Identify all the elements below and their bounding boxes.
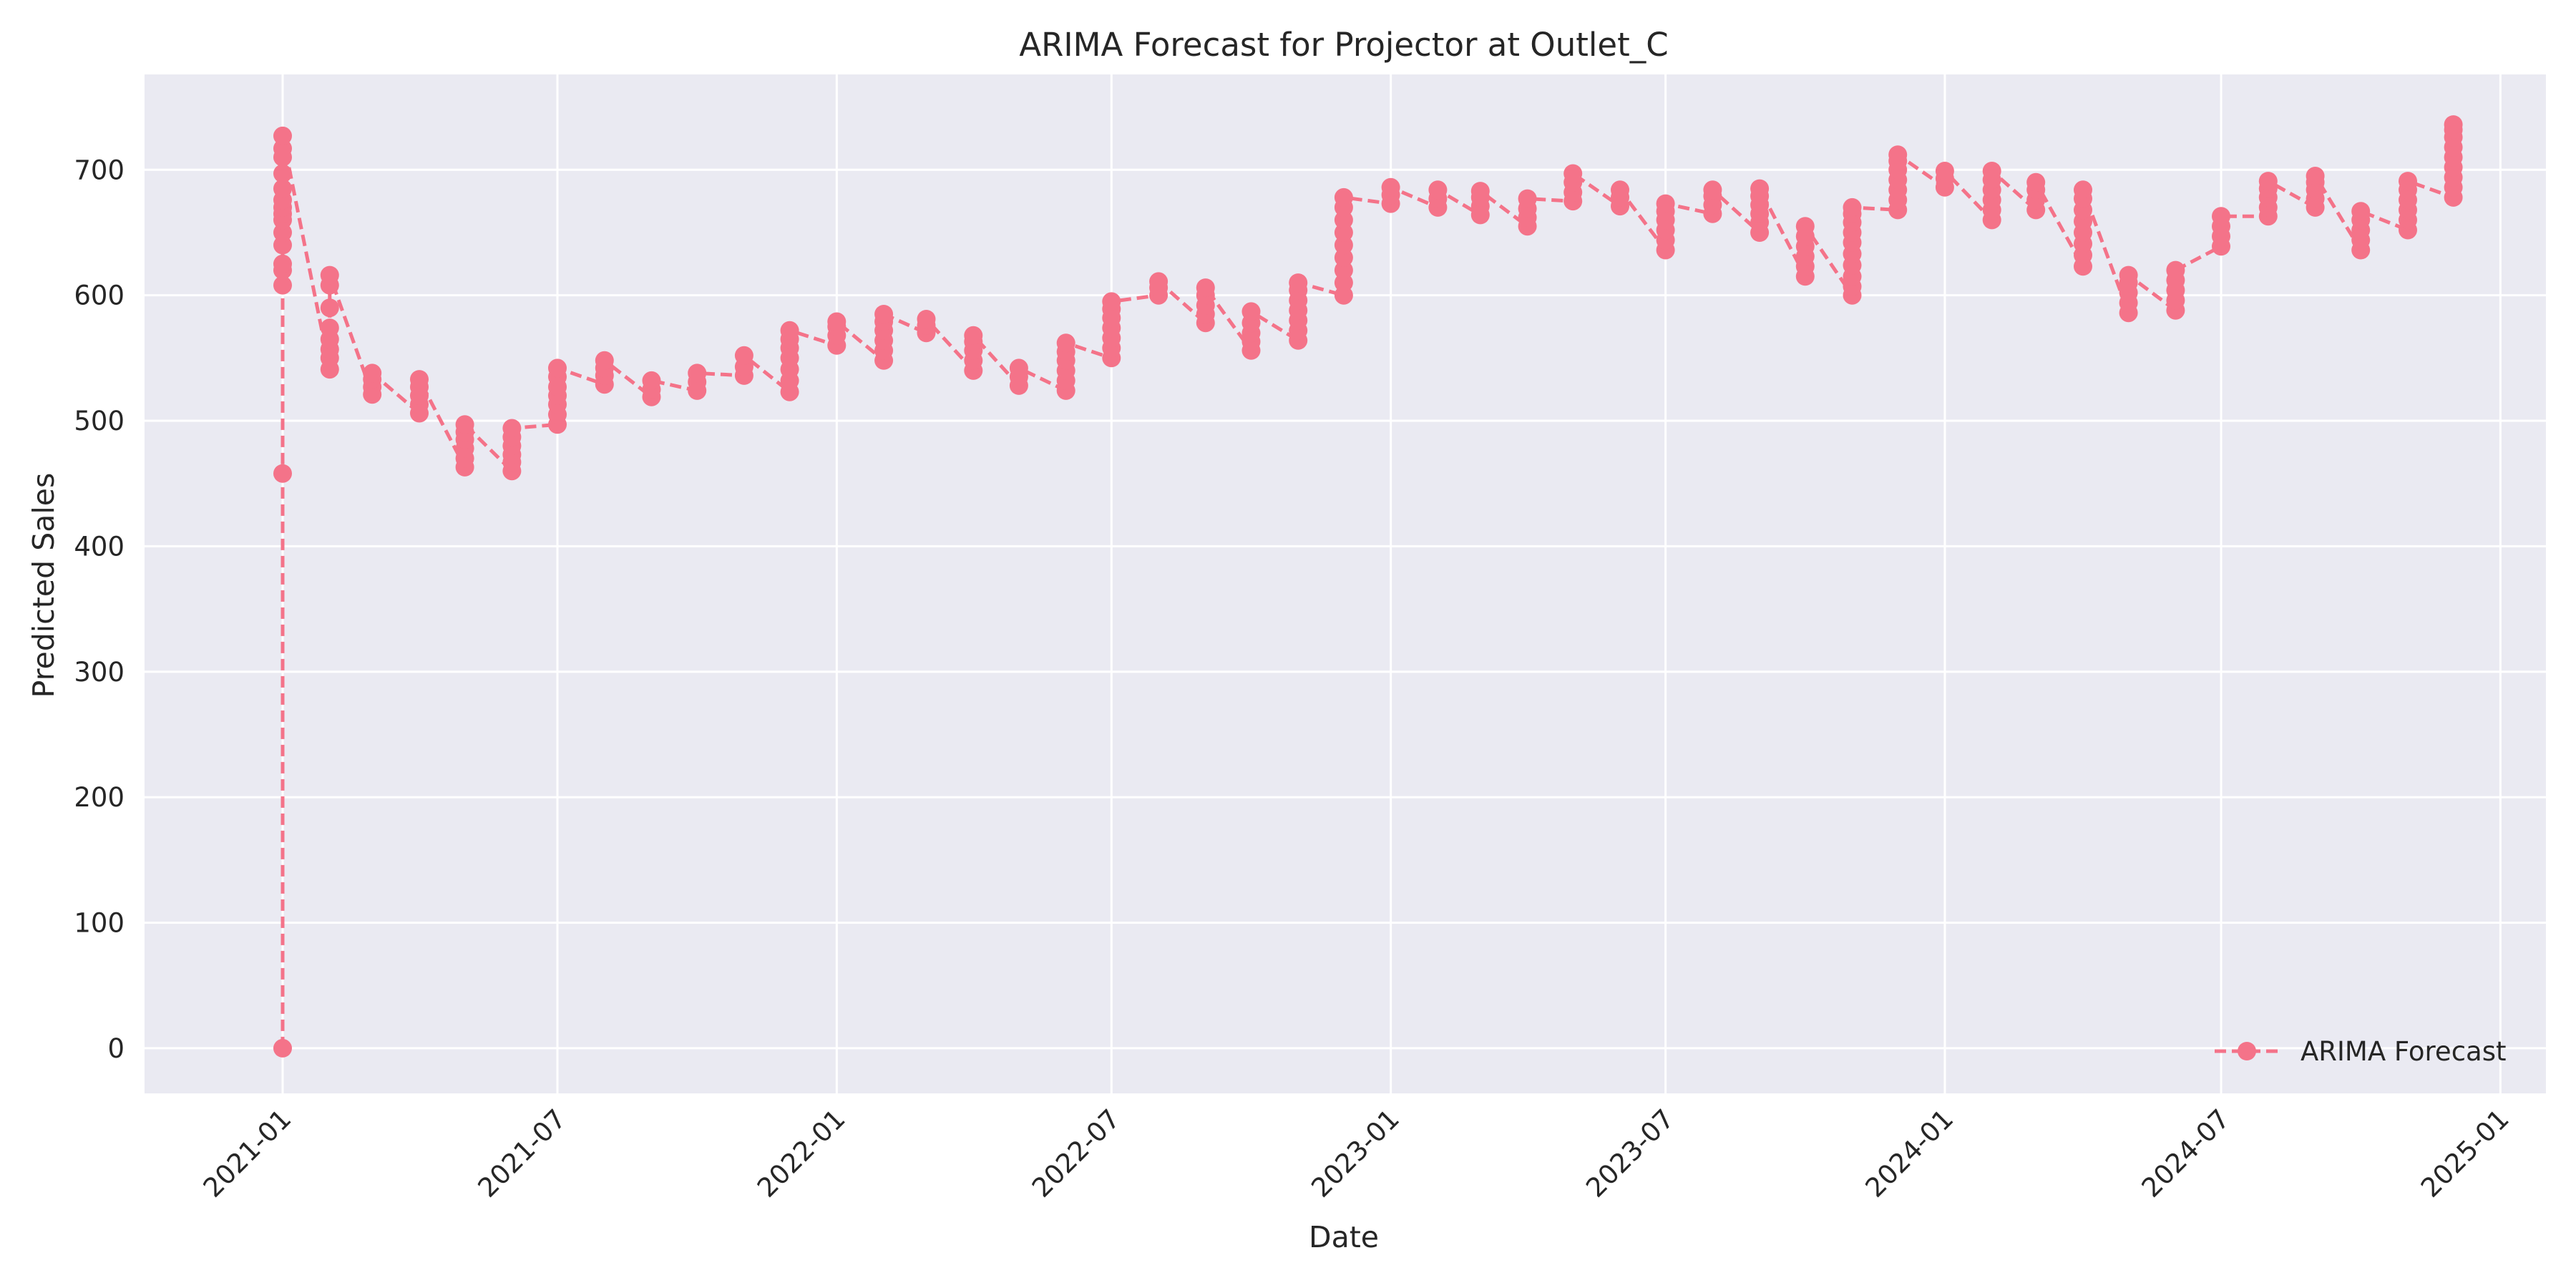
data-point [827,312,847,331]
data-point [273,126,292,145]
data-point [964,326,983,345]
data-point [1470,182,1490,201]
y-tick-label: 400 [74,531,125,562]
data-point [1102,292,1121,311]
data-point [642,371,661,390]
data-point [2399,172,2417,191]
data-point [1795,217,1815,236]
data-point [1428,180,1448,200]
data-point [273,254,292,273]
data-point [502,419,522,438]
x-tick-label: 2021-07 [472,1103,572,1204]
data-point [1334,187,1353,207]
data-point [2258,172,2278,191]
data-point [917,310,936,328]
data-point [2166,260,2185,280]
x-tick-label: 2025-01 [2415,1103,2515,1204]
data-point [273,164,292,183]
y-axis-title: Predicted Sales [26,473,61,698]
y-tick-label: 700 [74,155,125,185]
y-tick-label: 0 [107,1033,125,1064]
x-tick-label: 2021-01 [197,1103,298,1204]
data-point [1888,145,1908,165]
data-point [1289,273,1308,293]
data-point [273,1038,292,1058]
x-tick-label: 2022-01 [751,1103,852,1204]
y-tick-label: 600 [74,280,125,311]
x-tick-label: 2024-01 [1860,1103,1960,1204]
series-markers [273,115,2463,1058]
data-point [2444,115,2463,135]
legend-label: ARIMA Forecast [2301,1036,2507,1067]
data-point [320,298,339,318]
x-tick-labels: 2021-01 2021-07 2022-01 2022-07 2023-01 2023-… [197,1103,2515,1204]
x-tick-label: 2023-07 [1580,1103,1680,1204]
data-point [780,321,799,340]
data-point [273,179,292,198]
data-point [2074,180,2092,200]
data-point [1009,358,1028,378]
data-point [1703,180,1722,200]
data-point [273,464,292,483]
data-point [2212,207,2230,226]
data-point [320,265,339,285]
data-point [2306,167,2325,185]
y-tick-labels: 0 100 200 300 400 500 600 700 [74,155,125,1064]
data-point [1563,164,1583,183]
data-point [1935,162,1954,180]
y-tick-label: 500 [74,406,125,436]
legend-marker-sample [2238,1042,2256,1060]
data-point [874,305,894,323]
legend: ARIMA Forecast [2215,1036,2507,1067]
data-point [1656,194,1675,213]
data-point [734,346,753,365]
data-point [1750,179,1770,198]
x-tick-label: 2022-07 [1026,1103,1126,1204]
data-point [320,318,339,338]
data-point [1196,278,1215,298]
data-point [548,358,567,378]
data-point [595,351,614,370]
data-point [1241,302,1261,321]
data-point [1381,177,1400,197]
data-point [2026,172,2046,192]
x-tick-label: 2023-01 [1305,1103,1405,1204]
data-point [2351,202,2371,221]
data-point [410,370,429,389]
data-point [363,364,382,383]
y-tick-label: 200 [74,782,125,813]
data-point [455,415,474,434]
y-tick-label: 100 [74,907,125,938]
x-tick-label: 2024-07 [2136,1103,2236,1204]
data-point [2119,265,2138,285]
data-point [1843,197,1862,217]
data-point [1149,272,1169,291]
x-axis-title: Date [1309,1220,1379,1254]
data-point [1518,189,1537,208]
data-point [1982,162,2001,180]
data-point [273,275,292,295]
y-tick-label: 300 [74,657,125,688]
data-point [1611,180,1629,200]
chart-title: ARIMA Forecast for Projector at Outlet_C [1019,26,1668,64]
data-point [1056,333,1075,353]
data-point [688,364,707,383]
